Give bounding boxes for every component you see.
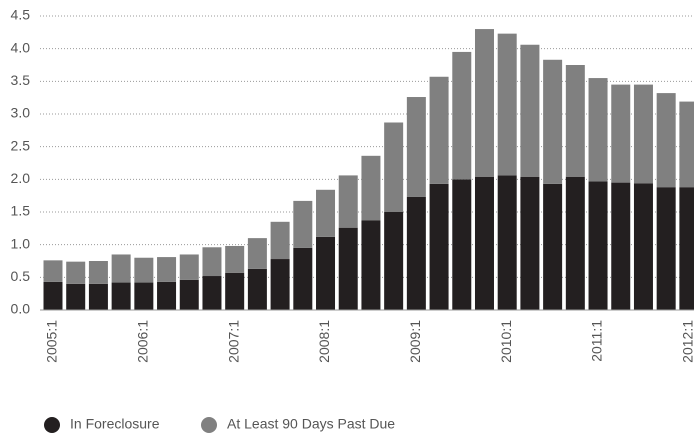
bar-segment <box>270 221 290 260</box>
y-tick-label: 2.5 <box>11 137 31 153</box>
bar-segment <box>247 268 267 310</box>
bar-segment <box>202 247 222 277</box>
bar-segment <box>225 272 245 310</box>
bar-segment <box>338 175 358 228</box>
bar-segment <box>406 97 426 197</box>
bar-segment <box>543 183 563 310</box>
bar-segment <box>406 196 426 310</box>
bar-segment <box>134 282 154 310</box>
y-tick-label: 0.0 <box>11 301 31 317</box>
bar-segment <box>679 101 694 188</box>
bar-segment <box>656 93 676 188</box>
x-tick-label: 2007:1 <box>225 320 241 363</box>
bar-segment <box>497 33 517 176</box>
bar-segment <box>520 44 540 177</box>
bar-segment <box>225 245 245 273</box>
bar-segment <box>247 238 267 269</box>
bar-segment <box>179 254 199 280</box>
bar-segment <box>157 257 177 282</box>
y-tick-label: 0.5 <box>11 268 31 284</box>
bar-segment <box>43 281 63 310</box>
bar-segment <box>338 227 358 310</box>
y-tick-label: 1.0 <box>11 235 31 251</box>
bar-segment <box>88 261 108 284</box>
legend-marker <box>44 417 60 433</box>
x-tick-label: 2005:1 <box>44 320 60 363</box>
bar-segment <box>497 175 517 310</box>
bar-segment <box>361 155 381 221</box>
bar-segment <box>202 276 222 310</box>
bar-segment <box>429 76 449 184</box>
x-tick-label: 2011:1 <box>589 320 605 362</box>
y-tick-label: 2.0 <box>11 170 31 186</box>
legend-label: In Foreclosure <box>70 416 160 432</box>
bar-segment <box>179 279 199 310</box>
bar-segment <box>565 65 585 177</box>
bar-segment <box>293 200 313 248</box>
bar-segment <box>679 187 694 310</box>
bar-segment <box>452 51 472 180</box>
bar-segment <box>66 283 86 310</box>
bar-segment <box>157 281 177 310</box>
legend-marker <box>201 417 217 433</box>
bar-segment <box>656 187 676 310</box>
bar-segment <box>588 181 608 310</box>
bar-segment <box>588 78 608 182</box>
x-tick-label: 2009:1 <box>407 320 423 363</box>
y-tick-label: 3.0 <box>11 105 31 121</box>
bar-segment <box>111 282 131 310</box>
bar-segment <box>66 261 86 284</box>
bar-segment <box>543 59 563 184</box>
bar-segment <box>88 283 108 310</box>
bar-segment <box>384 212 404 310</box>
bar-segment <box>43 260 63 282</box>
bar-segment <box>316 189 336 237</box>
bar-segment <box>633 84 653 184</box>
bar-segment <box>316 236 336 310</box>
bar-segment <box>520 176 540 310</box>
x-tick-label: 2006:1 <box>135 320 151 363</box>
y-tick-label: 4.0 <box>11 39 31 55</box>
bar-segment <box>361 220 381 310</box>
x-tick-label: 2012:1 <box>680 320 694 363</box>
y-tick-label: 1.5 <box>11 203 31 219</box>
legend-label: At Least 90 Days Past Due <box>227 416 395 432</box>
bar-segment <box>384 122 404 212</box>
bar-segment <box>293 247 313 310</box>
bar-segment <box>474 29 494 177</box>
y-tick-label: 4.5 <box>11 7 31 23</box>
bar-segment <box>611 84 631 183</box>
bar-segment <box>111 254 131 283</box>
bar-segment <box>452 179 472 310</box>
x-tick-label: 2010:1 <box>498 320 514 363</box>
bar-segment <box>633 183 653 310</box>
x-tick-label: 2008:1 <box>316 320 332 363</box>
bar-segment <box>270 259 290 310</box>
bar-segment <box>611 182 631 310</box>
bar-segment <box>429 183 449 310</box>
y-tick-label: 3.5 <box>11 72 31 88</box>
bar-segment <box>474 176 494 310</box>
bar-segment <box>134 257 154 283</box>
bar-segment <box>565 176 585 310</box>
